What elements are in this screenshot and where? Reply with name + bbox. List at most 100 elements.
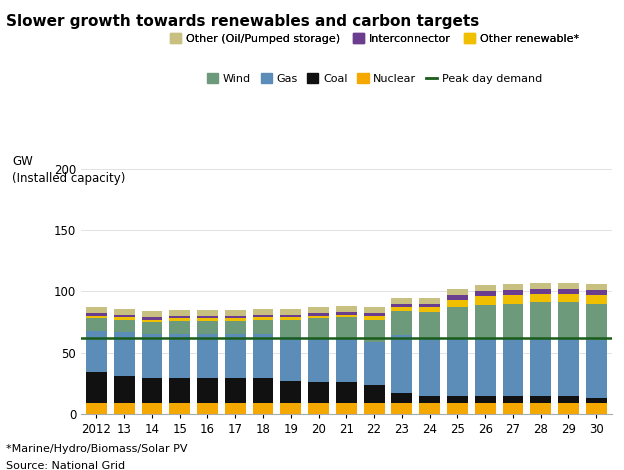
Bar bbox=[419, 307, 440, 312]
Bar bbox=[86, 330, 107, 372]
Bar bbox=[475, 285, 495, 291]
Bar bbox=[586, 398, 607, 403]
Bar bbox=[364, 320, 384, 342]
Bar bbox=[502, 339, 524, 397]
Bar bbox=[419, 312, 440, 339]
Bar bbox=[86, 313, 107, 316]
Bar bbox=[114, 332, 135, 376]
Bar bbox=[391, 336, 412, 393]
Bar bbox=[586, 340, 607, 398]
Bar bbox=[280, 403, 301, 414]
Bar bbox=[142, 403, 162, 414]
Bar bbox=[253, 320, 273, 334]
Bar bbox=[502, 397, 524, 403]
Bar bbox=[391, 403, 412, 414]
Bar bbox=[308, 318, 329, 338]
Bar bbox=[502, 304, 524, 339]
Bar bbox=[169, 378, 190, 403]
Bar bbox=[364, 307, 384, 313]
Bar bbox=[308, 316, 329, 318]
Bar bbox=[530, 397, 551, 403]
Bar bbox=[280, 317, 301, 320]
Bar bbox=[114, 314, 135, 317]
Bar bbox=[336, 312, 357, 314]
Bar bbox=[114, 308, 135, 314]
Bar bbox=[447, 295, 468, 300]
Bar bbox=[336, 314, 357, 317]
Text: GW: GW bbox=[12, 155, 33, 167]
Bar bbox=[364, 403, 384, 414]
Bar bbox=[280, 381, 301, 403]
Bar bbox=[391, 304, 412, 307]
Bar bbox=[197, 318, 218, 321]
Bar bbox=[364, 385, 384, 403]
Bar bbox=[169, 316, 190, 318]
Bar bbox=[502, 403, 524, 414]
Bar bbox=[169, 310, 190, 316]
Bar bbox=[114, 320, 135, 332]
Bar bbox=[530, 403, 551, 414]
Legend: Other (Oil/Pumped storage), Interconnector, Other renewable*: Other (Oil/Pumped storage), Interconnect… bbox=[166, 29, 583, 48]
Bar bbox=[169, 403, 190, 414]
Bar bbox=[586, 304, 607, 340]
Bar bbox=[86, 372, 107, 403]
Bar bbox=[169, 334, 190, 378]
Bar bbox=[558, 397, 579, 403]
Bar bbox=[225, 321, 246, 334]
Bar bbox=[86, 403, 107, 414]
Bar bbox=[447, 307, 468, 339]
Bar bbox=[475, 397, 495, 403]
Bar bbox=[225, 310, 246, 316]
Bar bbox=[558, 289, 579, 294]
Bar bbox=[86, 316, 107, 318]
Bar bbox=[447, 403, 468, 414]
Bar bbox=[419, 304, 440, 307]
Bar bbox=[530, 289, 551, 294]
Bar bbox=[280, 314, 301, 317]
Bar bbox=[253, 314, 273, 317]
Bar bbox=[169, 318, 190, 321]
Bar bbox=[280, 308, 301, 314]
Bar bbox=[86, 307, 107, 313]
Bar bbox=[558, 339, 579, 397]
Bar bbox=[447, 339, 468, 397]
Bar bbox=[280, 337, 301, 381]
Bar bbox=[308, 403, 329, 414]
Text: (Installed capacity): (Installed capacity) bbox=[12, 172, 125, 185]
Bar bbox=[364, 316, 384, 320]
Bar bbox=[280, 320, 301, 337]
Bar bbox=[308, 338, 329, 382]
Bar bbox=[197, 316, 218, 318]
Bar bbox=[475, 291, 495, 296]
Bar bbox=[586, 284, 607, 290]
Bar bbox=[419, 403, 440, 414]
Bar bbox=[225, 334, 246, 378]
Bar bbox=[114, 376, 135, 403]
Bar bbox=[86, 318, 107, 330]
Bar bbox=[253, 308, 273, 314]
Bar bbox=[197, 321, 218, 334]
Bar bbox=[391, 298, 412, 304]
Bar bbox=[197, 378, 218, 403]
Bar bbox=[308, 382, 329, 403]
Bar bbox=[586, 403, 607, 414]
Bar bbox=[253, 334, 273, 378]
Bar bbox=[225, 378, 246, 403]
Bar bbox=[558, 302, 579, 339]
Legend: Wind, Gas, Coal, Nuclear, Peak day demand: Wind, Gas, Coal, Nuclear, Peak day deman… bbox=[202, 69, 547, 88]
Bar bbox=[253, 317, 273, 320]
Bar bbox=[197, 334, 218, 378]
Bar bbox=[502, 295, 524, 304]
Bar bbox=[364, 313, 384, 316]
Bar bbox=[336, 317, 357, 338]
Bar bbox=[447, 300, 468, 307]
Bar bbox=[447, 397, 468, 403]
Bar bbox=[197, 310, 218, 316]
Bar bbox=[391, 393, 412, 403]
Bar bbox=[253, 403, 273, 414]
Bar bbox=[447, 289, 468, 295]
Bar bbox=[225, 318, 246, 321]
Bar bbox=[336, 403, 357, 414]
Bar bbox=[419, 298, 440, 304]
Bar bbox=[142, 311, 162, 317]
